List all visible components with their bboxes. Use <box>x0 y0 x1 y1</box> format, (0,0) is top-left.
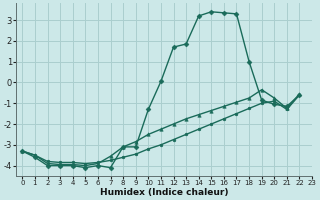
X-axis label: Humidex (Indice chaleur): Humidex (Indice chaleur) <box>100 188 228 197</box>
